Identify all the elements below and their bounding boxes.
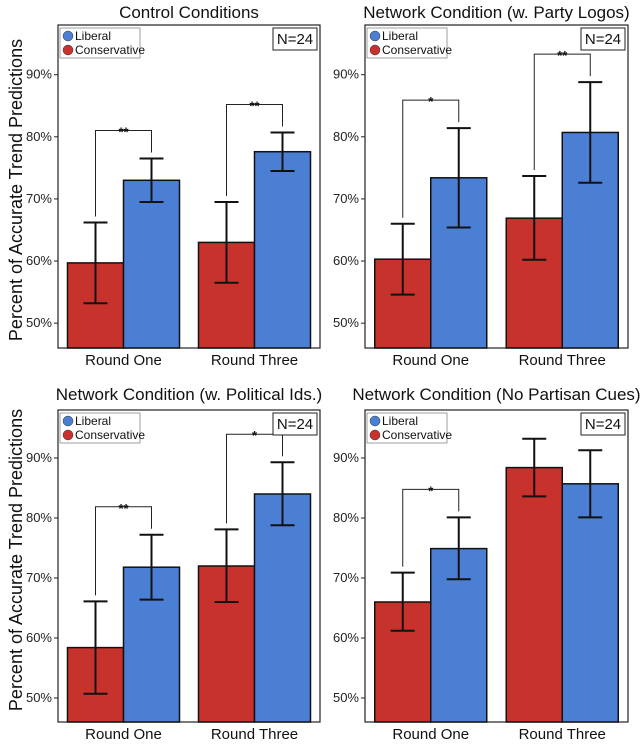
legend-swatch-conservative bbox=[62, 429, 74, 441]
x-category-label: Round Three bbox=[211, 726, 298, 743]
y-tick-label: 80% bbox=[26, 129, 52, 144]
legend-box bbox=[59, 27, 141, 59]
legend-box bbox=[366, 412, 448, 444]
panel-title: Network Condition (w. Party Logos) bbox=[363, 3, 629, 22]
sample-size-frame bbox=[580, 27, 626, 51]
y-tick-label: 70% bbox=[26, 570, 52, 585]
x-category-label: Round Three bbox=[519, 352, 606, 369]
legend-label-conservative: Conservative bbox=[382, 43, 452, 57]
significance-marker: * bbox=[428, 483, 434, 498]
y-tick-label: 50% bbox=[333, 315, 359, 330]
bar-liberal bbox=[561, 483, 619, 723]
panel-title: Control Conditions bbox=[119, 3, 259, 22]
sample-size-frame bbox=[272, 412, 318, 436]
y-tick-label: 90% bbox=[26, 450, 52, 465]
chart-panel-4: Network Condition (No Partisan Cues) 50% 6… bbox=[333, 385, 640, 743]
sample-size-frame bbox=[272, 27, 318, 51]
sample-size-label: N=24 bbox=[585, 31, 621, 48]
bar-liberal bbox=[122, 566, 181, 723]
legend-label-liberal: Liberal bbox=[382, 29, 418, 43]
y-tick-label: 50% bbox=[333, 690, 359, 705]
sample-size-label: N=24 bbox=[277, 416, 313, 433]
legend-swatch-conservative bbox=[369, 44, 381, 56]
y-tick-label: 70% bbox=[26, 191, 52, 206]
x-category-label: Round Three bbox=[211, 352, 298, 369]
y-tick-label: 50% bbox=[26, 690, 52, 705]
y-tick-label: 90% bbox=[26, 67, 52, 82]
significance-bracket bbox=[402, 99, 460, 218]
significance-marker: ** bbox=[118, 125, 129, 140]
y-axis-label-bottom: Percent of Accurate Trend Predictions bbox=[6, 409, 26, 711]
legend-label-conservative: Conservative bbox=[382, 428, 452, 442]
significance-bracket bbox=[95, 506, 152, 596]
y-axis-label-top: Percent of Accurate Trend Predictions bbox=[6, 39, 26, 341]
significance-marker: ** bbox=[557, 48, 568, 63]
bar-liberal bbox=[253, 150, 312, 349]
legend-swatch-liberal bbox=[369, 30, 381, 42]
legend-label-conservative: Conservative bbox=[75, 428, 145, 442]
x-category-label: Round One bbox=[85, 726, 162, 743]
sample-size-box: N=24 bbox=[272, 412, 318, 436]
legend-swatch-liberal bbox=[62, 30, 74, 42]
x-category-label: Round One bbox=[392, 352, 469, 369]
y-tick-label: 70% bbox=[333, 570, 359, 585]
sample-size-box: N=24 bbox=[580, 412, 626, 436]
significance-marker: * bbox=[252, 428, 258, 443]
y-tick-label: 80% bbox=[333, 129, 359, 144]
significance-marker: ** bbox=[249, 98, 260, 113]
sample-size-box: N=24 bbox=[580, 27, 626, 51]
legend-swatch-liberal bbox=[62, 415, 74, 427]
legend-label-liberal: Liberal bbox=[75, 414, 111, 428]
chart-panel-2: Network Condition (w. Party Logos) 50% 60%… bbox=[333, 3, 630, 369]
legend-swatch-liberal bbox=[369, 415, 381, 427]
legend-swatch-conservative bbox=[62, 44, 74, 56]
legend-label-conservative: Conservative bbox=[75, 43, 145, 57]
y-tick-label: 90% bbox=[333, 67, 359, 82]
significance-bracket bbox=[95, 130, 152, 217]
significance-marker: * bbox=[428, 94, 434, 109]
y-tick-label: 80% bbox=[26, 510, 52, 525]
y-tick-label: 60% bbox=[333, 630, 359, 645]
x-category-label: Round One bbox=[392, 726, 469, 743]
chart-panel-3: Network Condition (w. Political Ids.) 50%… bbox=[26, 385, 322, 743]
sample-size-label: N=24 bbox=[585, 416, 621, 433]
x-category-label: Round One bbox=[85, 352, 162, 369]
significance-bracket bbox=[226, 433, 283, 524]
legend-label-liberal: Liberal bbox=[382, 414, 418, 428]
sample-size-box: N=24 bbox=[272, 27, 318, 51]
bar-liberal bbox=[253, 493, 312, 723]
sample-size-frame bbox=[580, 412, 626, 436]
panel-title: Network Condition (No Partisan Cues) bbox=[352, 385, 640, 404]
y-tick-label: 90% bbox=[333, 450, 359, 465]
legend-box bbox=[366, 27, 448, 59]
significance-bracket bbox=[226, 103, 283, 197]
legend-box bbox=[59, 412, 141, 444]
significance-bracket bbox=[533, 53, 591, 170]
y-tick-label: 60% bbox=[26, 630, 52, 645]
significance-bracket bbox=[402, 488, 460, 567]
y-tick-label: 50% bbox=[26, 315, 52, 330]
y-tick-label: 70% bbox=[333, 191, 359, 206]
legend-swatch-conservative bbox=[369, 429, 381, 441]
x-category-label: Round Three bbox=[519, 726, 606, 743]
significance-marker: ** bbox=[118, 501, 129, 516]
bar-conservative bbox=[505, 466, 563, 723]
y-tick-label: 80% bbox=[333, 510, 359, 525]
sample-size-label: N=24 bbox=[277, 31, 313, 48]
bar-liberal bbox=[122, 179, 181, 349]
bar-conservative bbox=[66, 262, 125, 349]
chart-panel-1: Control Conditions 50% 60% 70% 80% 90% Round O… bbox=[26, 3, 321, 369]
y-tick-label: 60% bbox=[26, 253, 52, 268]
legend-label-liberal: Liberal bbox=[75, 29, 111, 43]
panel-title: Network Condition (w. Political Ids.) bbox=[56, 385, 322, 404]
y-tick-label: 60% bbox=[333, 253, 359, 268]
